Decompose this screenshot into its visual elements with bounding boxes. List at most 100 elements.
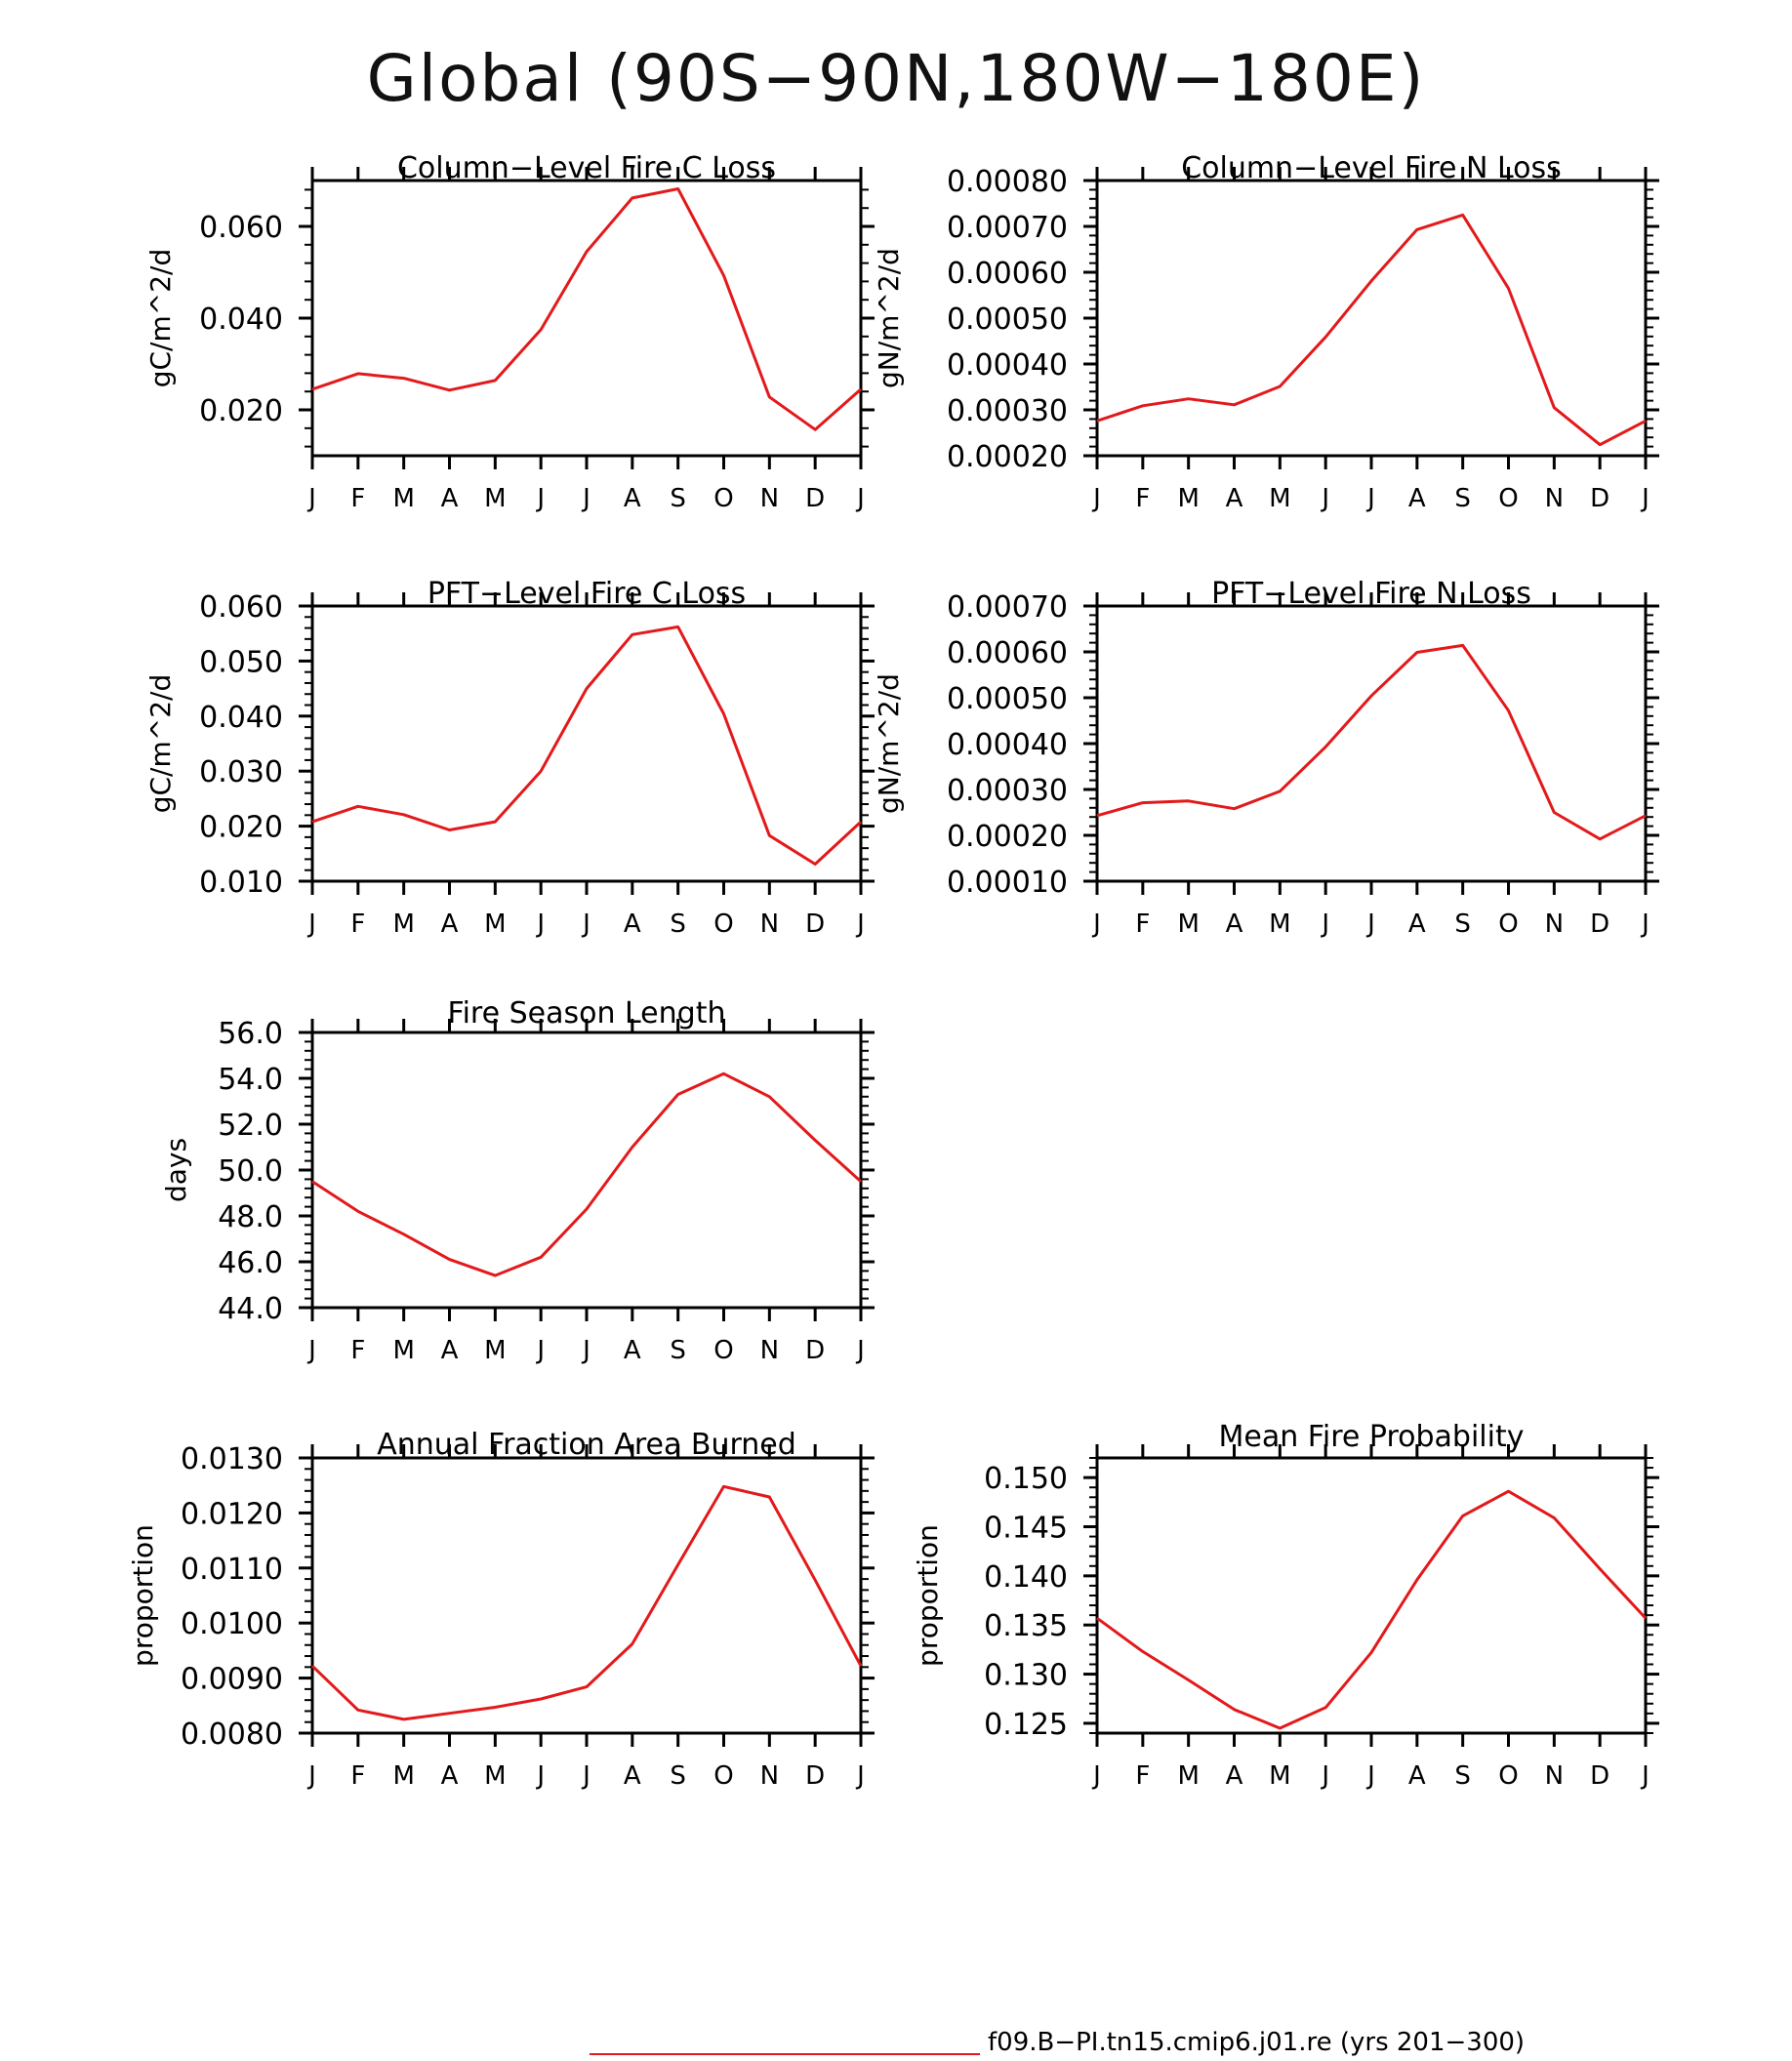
x-tick-label: J — [855, 909, 865, 939]
x-tick-label: J — [535, 1336, 545, 1365]
x-tick-label: J — [855, 1336, 865, 1365]
x-tick-label: M — [392, 484, 414, 513]
x-tick-label: M — [1269, 484, 1290, 513]
figure-title: Global (90S−90N,180W−180E) — [366, 41, 1426, 116]
panel-title: Column−Level Fire C Loss — [397, 151, 776, 185]
x-tick-label: F — [350, 1336, 365, 1365]
series-line — [311, 1071, 863, 1277]
x-tick-label: M — [392, 909, 414, 939]
x-tick-label: O — [713, 1336, 733, 1365]
x-tick-label: O — [713, 909, 733, 939]
x-tick-label: D — [805, 1336, 825, 1365]
panel-title: Mean Fire Probability — [1219, 1420, 1525, 1454]
x-tick-label: M — [1269, 909, 1290, 939]
x-tick-label: N — [1545, 1761, 1564, 1791]
series-line — [1096, 213, 1647, 447]
x-tick-label: A — [441, 1761, 459, 1791]
y-tick-label: 0.00050 — [947, 303, 1068, 337]
x-tick-label: D — [1590, 1761, 1609, 1791]
y-tick-label: 0.0090 — [181, 1663, 283, 1697]
x-tick-label: J — [581, 1761, 591, 1791]
legend-line-swatch — [590, 2053, 980, 2055]
y-tick-label: 0.050 — [199, 645, 283, 679]
y-tick-label: 0.0100 — [181, 1607, 283, 1641]
x-tick-label: J — [1640, 1761, 1649, 1791]
plot-frame — [1095, 1456, 1648, 1735]
x-tick-label: D — [805, 1761, 825, 1791]
y-tick-label: 0.140 — [984, 1560, 1068, 1595]
y-axis-label: gN/m^2/d — [873, 248, 905, 388]
series-line — [311, 625, 863, 866]
x-tick-label: M — [1177, 909, 1199, 939]
plot-frame — [310, 179, 863, 458]
x-tick-label: J — [306, 909, 316, 939]
x-tick-label: O — [713, 1761, 733, 1791]
y-tick-label: 0.00040 — [947, 728, 1068, 762]
y-axis-label: days — [160, 1138, 192, 1202]
y-tick-label: 0.020 — [199, 811, 283, 845]
x-tick-label: J — [1640, 484, 1649, 513]
y-axis-label: proportion — [912, 1524, 944, 1667]
y-tick-label: 0.00030 — [947, 774, 1068, 808]
y-tick-label: 0.125 — [984, 1708, 1068, 1742]
x-tick-label: M — [392, 1336, 414, 1365]
x-tick-label: A — [1408, 1761, 1426, 1791]
panel-title: Column−Level Fire N Loss — [1181, 151, 1562, 185]
y-tick-label: 0.010 — [199, 866, 283, 900]
x-tick-label: J — [306, 484, 316, 513]
y-tick-label: 0.00070 — [947, 211, 1068, 245]
panel-title: PFT−Level Fire C Loss — [428, 577, 746, 611]
x-tick-label: A — [1226, 1761, 1243, 1791]
x-tick-label: N — [760, 484, 779, 513]
y-tick-label: 0.00040 — [947, 348, 1068, 383]
x-tick-label: J — [855, 484, 865, 513]
x-tick-label: N — [1545, 909, 1564, 939]
panel-title: PFT−Level Fire N Loss — [1211, 577, 1531, 611]
y-tick-label: 0.00010 — [947, 866, 1068, 900]
x-tick-label: J — [1365, 484, 1375, 513]
y-axis-label: gC/m^2/d — [144, 249, 177, 388]
x-tick-label: A — [441, 484, 459, 513]
x-tick-label: S — [1454, 1761, 1471, 1791]
legend-label: f09.B−PI.tn15.cmip6.j01.re (yrs 201−300) — [988, 2028, 1526, 2057]
x-tick-label: M — [484, 909, 506, 939]
y-tick-label: 0.00070 — [947, 590, 1068, 625]
y-tick-label: 46.0 — [218, 1246, 283, 1280]
y-tick-label: 48.0 — [218, 1200, 283, 1234]
series-line — [311, 187, 862, 431]
x-tick-label: F — [350, 909, 365, 939]
x-tick-label: M — [484, 1761, 506, 1791]
y-tick-label: 0.150 — [984, 1462, 1068, 1496]
y-tick-label: 0.040 — [199, 303, 283, 337]
x-tick-label: J — [306, 1336, 316, 1365]
x-tick-label: A — [1408, 909, 1426, 939]
y-tick-label: 50.0 — [218, 1154, 283, 1189]
y-tick-label: 0.135 — [984, 1609, 1068, 1643]
series-line — [1096, 643, 1647, 841]
x-tick-label: S — [670, 909, 686, 939]
x-tick-label: O — [713, 484, 733, 513]
x-tick-label: J — [535, 909, 545, 939]
plot-frame — [310, 1456, 863, 1735]
y-tick-label: 0.0110 — [181, 1553, 283, 1587]
x-tick-label: S — [670, 1336, 686, 1365]
y-tick-label: 0.00020 — [947, 820, 1068, 854]
y-tick-label: 0.040 — [199, 701, 283, 735]
x-tick-label: M — [1269, 1761, 1290, 1791]
series-line — [1096, 1489, 1648, 1730]
y-tick-label: 0.145 — [984, 1512, 1068, 1546]
x-tick-label: D — [1590, 909, 1609, 939]
x-tick-label: N — [760, 1761, 779, 1791]
y-tick-label: 0.060 — [199, 590, 283, 625]
x-tick-label: J — [1640, 909, 1649, 939]
x-tick-label: M — [484, 1336, 506, 1365]
y-axis-label: proportion — [127, 1524, 159, 1667]
y-axis-label: gC/m^2/d — [144, 674, 177, 814]
plot-frame — [1095, 604, 1648, 883]
x-tick-label: S — [670, 484, 686, 513]
y-tick-label: 0.0130 — [181, 1442, 283, 1476]
y-tick-label: 0.00020 — [947, 440, 1068, 474]
x-tick-label: O — [1498, 909, 1518, 939]
y-tick-label: 0.0080 — [181, 1718, 283, 1752]
plot-frame — [310, 1030, 863, 1310]
